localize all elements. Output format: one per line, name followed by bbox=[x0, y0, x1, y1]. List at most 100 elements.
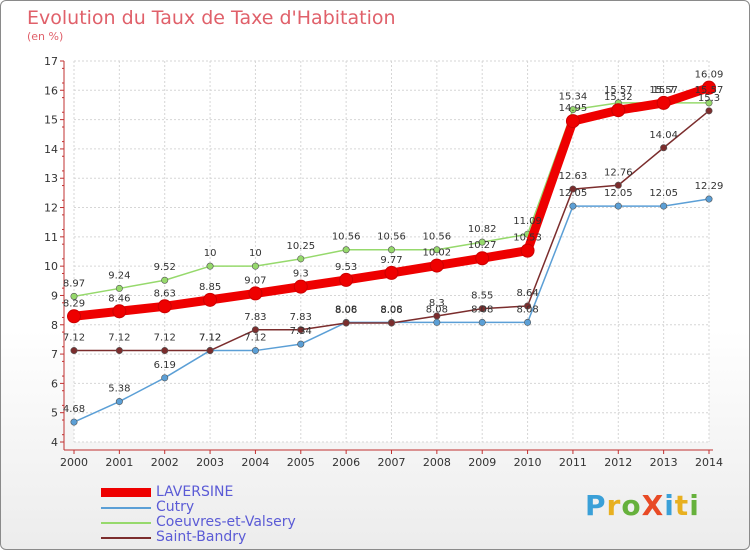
data-point bbox=[297, 326, 305, 334]
data-point bbox=[157, 299, 172, 314]
legend-label: Coeuvres-et-Valsery bbox=[156, 514, 296, 530]
chart-subtitle: (en %) bbox=[27, 30, 64, 43]
data-point bbox=[524, 318, 532, 326]
data-point bbox=[614, 202, 622, 210]
y-tick-label: 4 bbox=[51, 436, 58, 449]
y-tick-label: 8 bbox=[51, 319, 58, 332]
data-label: 9.77 bbox=[380, 255, 402, 266]
data-label: 8.08 bbox=[335, 304, 357, 315]
data-point bbox=[70, 418, 78, 426]
data-point bbox=[206, 347, 214, 355]
data-point bbox=[293, 279, 308, 294]
data-label: 10.56 bbox=[423, 232, 452, 243]
data-label: 12.29 bbox=[695, 181, 724, 192]
data-point bbox=[656, 95, 671, 110]
data-point bbox=[433, 318, 441, 326]
legend-swatch bbox=[101, 537, 151, 539]
data-label: 7.12 bbox=[108, 333, 130, 344]
data-label: 14.04 bbox=[649, 130, 678, 141]
data-label: 10.82 bbox=[468, 224, 497, 235]
y-tick-label: 14 bbox=[44, 143, 58, 156]
chart-title: Evolution du Taux de Taxe d'Habitation bbox=[27, 7, 396, 29]
x-tick-label: 2006 bbox=[332, 456, 360, 469]
legend-label: Cutry bbox=[156, 499, 195, 515]
data-label: 7.12 bbox=[199, 333, 221, 344]
data-point bbox=[161, 347, 169, 355]
x-tick-label: 2005 bbox=[287, 456, 315, 469]
y-tick-label: 17 bbox=[44, 55, 58, 68]
data-label: 9.07 bbox=[244, 275, 266, 286]
y-tick-label: 13 bbox=[44, 172, 58, 185]
data-label: 12.05 bbox=[604, 188, 633, 199]
x-tick-label: 2010 bbox=[514, 456, 542, 469]
data-point bbox=[478, 305, 486, 313]
y-tick-label: 7 bbox=[51, 348, 58, 361]
data-label: 8.08 bbox=[471, 304, 493, 315]
data-label: 7.12 bbox=[244, 333, 266, 344]
data-point bbox=[115, 284, 123, 292]
data-point bbox=[342, 319, 350, 327]
data-point bbox=[206, 262, 214, 270]
y-tick-label: 6 bbox=[51, 377, 58, 390]
data-point bbox=[569, 185, 577, 193]
x-tick-label: 2007 bbox=[378, 456, 406, 469]
data-label: 12.05 bbox=[649, 188, 678, 199]
y-tick-label: 5 bbox=[51, 407, 58, 420]
data-label: 10 bbox=[249, 248, 262, 259]
x-tick-label: 2014 bbox=[695, 456, 723, 469]
x-tick-label: 2003 bbox=[196, 456, 224, 469]
data-label: 7.12 bbox=[154, 333, 176, 344]
legend-label: LAVERSINE bbox=[156, 484, 234, 500]
data-label: 9.53 bbox=[335, 262, 357, 273]
data-point bbox=[524, 302, 532, 310]
data-label: 9.24 bbox=[108, 270, 130, 281]
data-point bbox=[248, 286, 263, 301]
data-point bbox=[611, 103, 626, 118]
data-point bbox=[478, 318, 486, 326]
data-label: 15.32 bbox=[604, 92, 633, 103]
data-point bbox=[70, 292, 78, 300]
x-tick-label: 2009 bbox=[468, 456, 496, 469]
x-tick-label: 2000 bbox=[60, 456, 88, 469]
data-label: 15.3 bbox=[698, 93, 720, 104]
data-label: 15.7 bbox=[653, 85, 675, 96]
legend-swatch bbox=[101, 488, 151, 497]
data-point bbox=[614, 181, 622, 189]
data-point bbox=[161, 276, 169, 284]
data-point bbox=[387, 319, 395, 327]
data-label: 6.19 bbox=[154, 360, 176, 371]
data-point bbox=[705, 99, 713, 107]
data-label: 12.63 bbox=[559, 171, 588, 182]
data-label: 10.02 bbox=[423, 248, 452, 259]
data-label: 8.97 bbox=[63, 278, 85, 289]
y-tick-label: 9 bbox=[51, 289, 58, 302]
x-tick-label: 2002 bbox=[151, 456, 179, 469]
data-point bbox=[112, 304, 127, 319]
data-label: 7.12 bbox=[199, 333, 221, 344]
data-point bbox=[478, 238, 486, 246]
data-point bbox=[387, 246, 395, 254]
data-label: 8.08 bbox=[426, 304, 448, 315]
x-tick-label: 2012 bbox=[604, 456, 632, 469]
y-tick-label: 10 bbox=[44, 260, 58, 273]
data-label: 8.06 bbox=[335, 305, 357, 316]
data-point bbox=[705, 195, 713, 203]
proxiti-logo: ProXiti bbox=[585, 489, 700, 522]
data-label: 11.09 bbox=[513, 216, 542, 227]
data-point bbox=[203, 292, 218, 307]
data-label: 10.53 bbox=[513, 233, 542, 244]
data-label: 8.08 bbox=[516, 304, 538, 315]
data-label: 7.83 bbox=[290, 312, 312, 323]
data-point bbox=[565, 114, 580, 129]
data-label: 15.34 bbox=[559, 92, 588, 103]
data-point bbox=[433, 312, 441, 320]
data-point bbox=[297, 255, 305, 263]
y-tick-label: 16 bbox=[44, 84, 58, 97]
data-label: 15.57 bbox=[695, 85, 724, 96]
data-label: 9.3 bbox=[293, 269, 309, 280]
y-tick-label: 11 bbox=[44, 231, 58, 244]
data-point bbox=[161, 374, 169, 382]
data-point bbox=[70, 347, 78, 355]
data-point bbox=[339, 272, 354, 287]
data-label: 8.08 bbox=[380, 304, 402, 315]
